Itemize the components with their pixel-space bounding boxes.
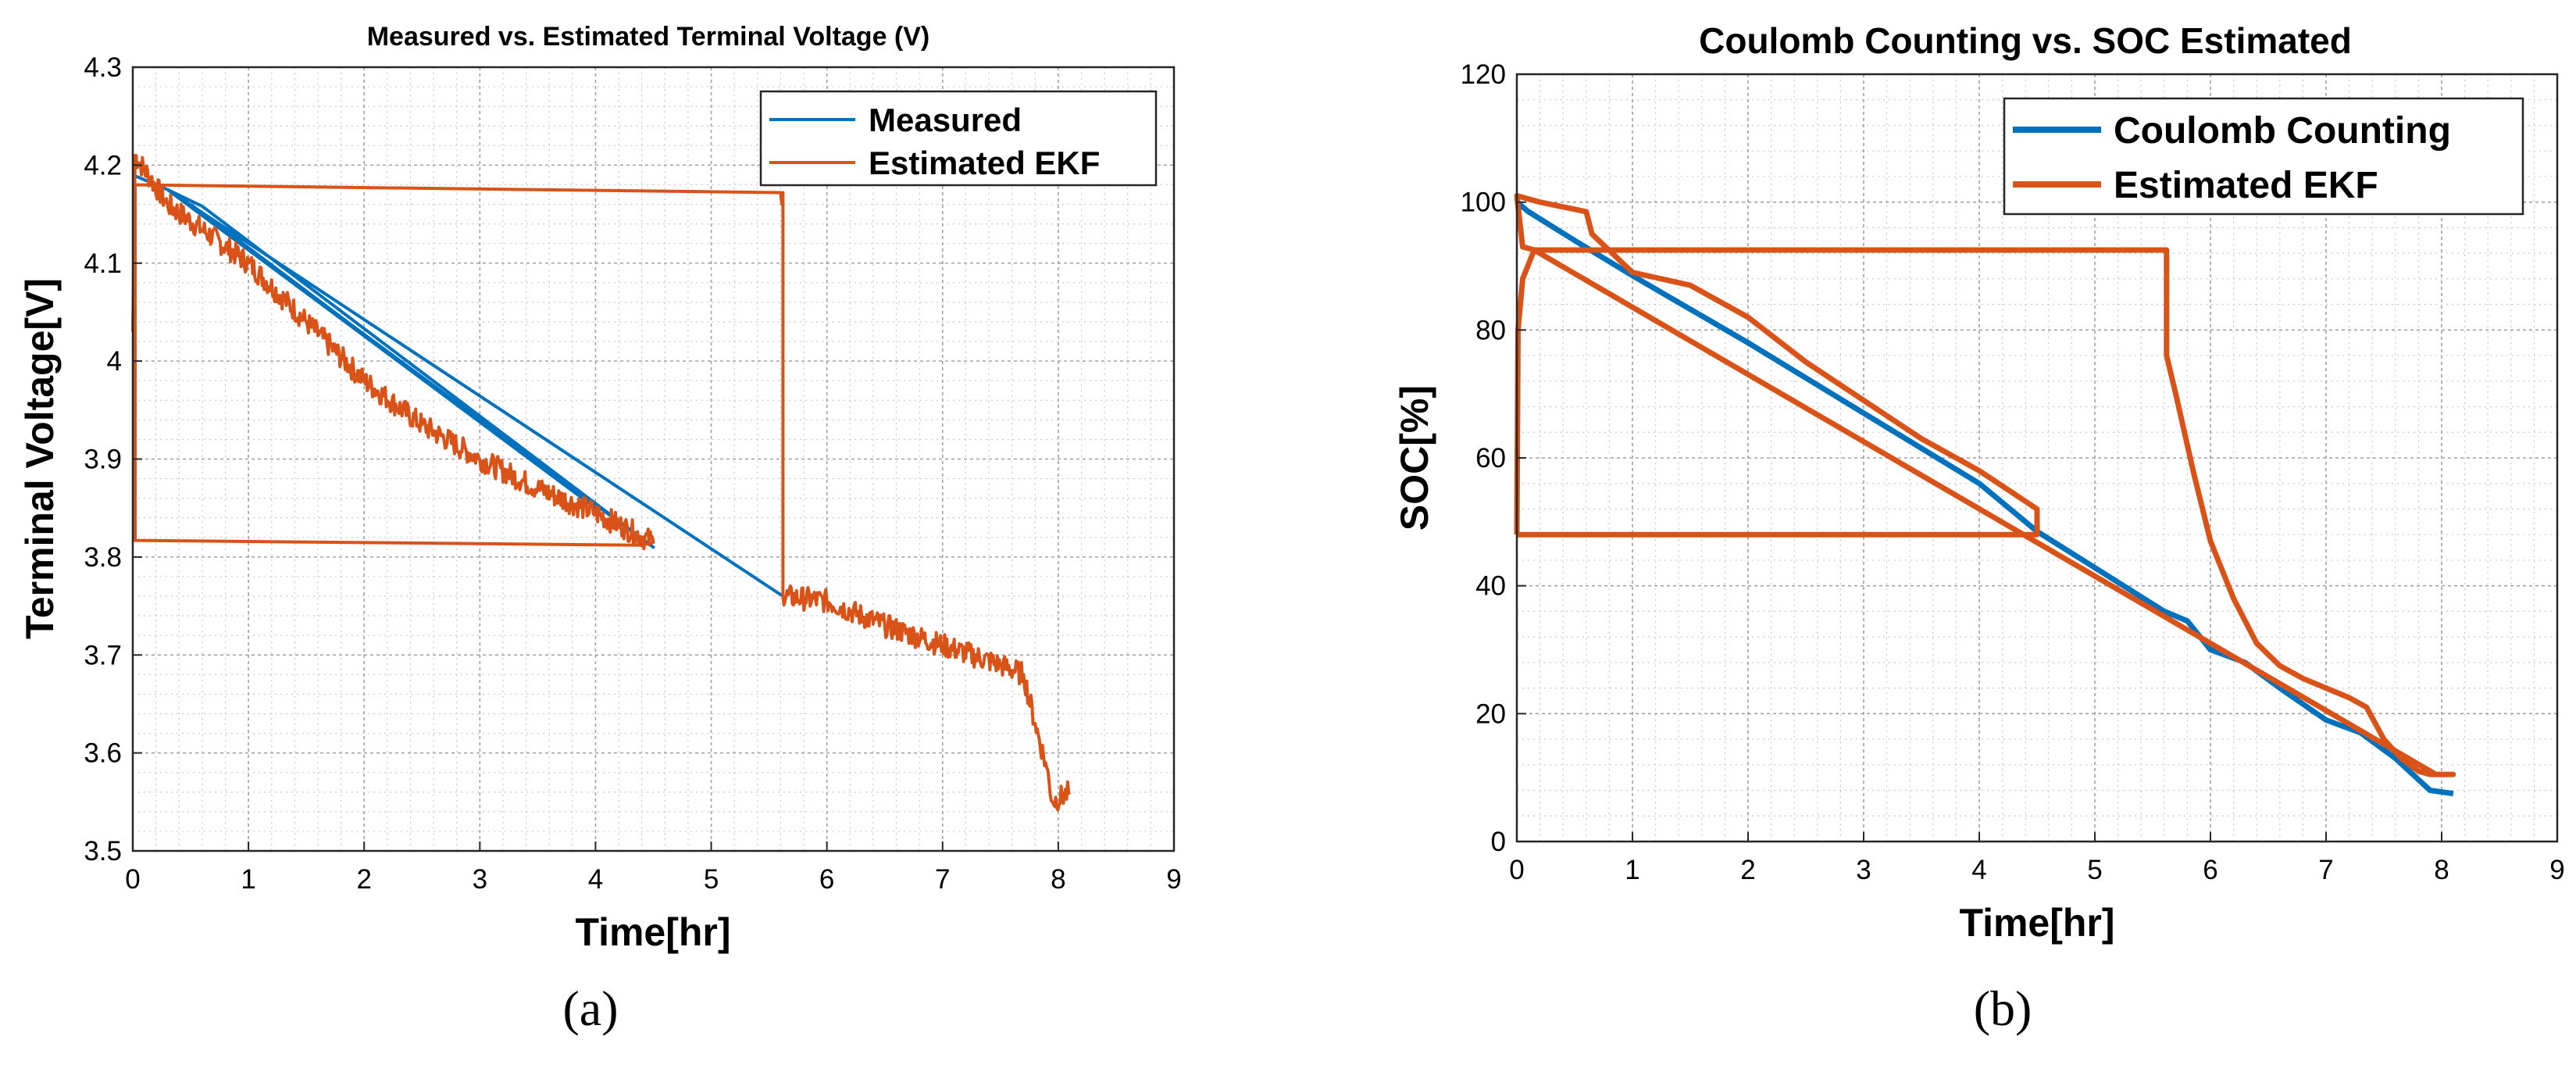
- series-line-estimated-ekf: [1514, 193, 2456, 777]
- chart-b-xlabel: Time[hr]: [1959, 901, 2114, 945]
- y-tick-label: 4: [107, 346, 122, 377]
- legend-b-ekf-label: Estimated EKF: [2114, 165, 2378, 206]
- y-tick-label: 3.9: [84, 445, 122, 475]
- chart-a-ticks: 0 1 2 3 4 5 6 7 8 9 3.5 3.6 3.7 3.8 3.9 4 4.1 4.2 4.3: [84, 52, 1181, 895]
- x-tick-label: 5: [2087, 855, 2102, 885]
- x-tick-label: 9: [1166, 864, 1181, 895]
- chart-a-title: Measured vs. Estimated Terminal Voltage …: [367, 22, 930, 52]
- x-tick-label: 8: [2434, 855, 2449, 885]
- x-tick-label: 2: [356, 864, 371, 895]
- x-tick-label: 9: [2549, 855, 2564, 885]
- y-tick-label: 40: [1475, 571, 1506, 602]
- y-tick-label: 4.1: [84, 248, 122, 279]
- panel-a-caption: (a): [562, 981, 618, 1036]
- y-tick-label: 4.3: [84, 52, 122, 83]
- chart-b-legend: Coulomb Counting Estimated EKF: [2003, 97, 2524, 216]
- x-tick-label: 8: [1051, 864, 1065, 895]
- x-tick-label: 2: [1740, 855, 1755, 885]
- series-line-measured: [132, 173, 785, 598]
- chart-a-series: [131, 153, 1072, 812]
- legend-b-coulomb-label: Coulomb Counting: [2114, 110, 2451, 152]
- x-tick-label: 7: [935, 864, 950, 895]
- x-tick-label: 3: [1856, 855, 1871, 885]
- soc-chart: Coulomb Counting vs. SOC Estimated 0 1 2 3 4…: [1393, 20, 2565, 1036]
- chart-b-series: [1514, 193, 2456, 797]
- y-tick-label: 120: [1461, 59, 1506, 90]
- y-tick-label: 100: [1461, 188, 1506, 218]
- legend-a-measured-label: Measured: [869, 102, 1022, 138]
- x-tick-label: 5: [704, 864, 719, 895]
- voltage-chart: Measured vs. Estimated Terminal Voltage …: [18, 22, 1182, 1036]
- panel-b-caption: (b): [1974, 981, 2032, 1036]
- series-line-estimated-ekf: [131, 153, 1072, 812]
- x-tick-label: 4: [1971, 855, 1986, 885]
- chart-b-title: Coulomb Counting vs. SOC Estimated: [1699, 20, 2352, 61]
- chart-b-ylabel: SOC[%]: [1393, 385, 1436, 531]
- y-tick-label: 3.6: [84, 738, 122, 769]
- y-tick-label: 20: [1475, 699, 1506, 729]
- chart-a-ylabel: Terminal Voltage[V]: [18, 278, 62, 639]
- x-tick-label: 4: [588, 864, 603, 895]
- y-tick-label: 60: [1475, 443, 1506, 474]
- y-tick-label: 3.7: [84, 640, 122, 670]
- legend-a-ekf-label: Estimated EKF: [869, 145, 1100, 181]
- chart-a-legend-box: [759, 90, 1158, 187]
- x-tick-label: 1: [241, 864, 255, 895]
- y-tick-label: 80: [1475, 315, 1506, 345]
- y-tick-label: 4.2: [84, 150, 122, 180]
- x-tick-label: 0: [125, 864, 140, 895]
- x-tick-label: 1: [1625, 855, 1639, 885]
- x-tick-label: 6: [2203, 855, 2217, 885]
- x-tick-label: 3: [473, 864, 487, 895]
- x-tick-label: 7: [2318, 855, 2333, 885]
- x-tick-label: 6: [819, 864, 834, 895]
- chart-a-xlabel: Time[hr]: [575, 910, 730, 954]
- y-tick-label: 3.8: [84, 542, 122, 573]
- chart-a-legend: Measured Estimated EKF: [759, 90, 1158, 187]
- chart-b-legend-box: [2003, 97, 2524, 216]
- y-tick-label: 3.5: [84, 836, 122, 867]
- chart-b-ticks: 0 1 2 3 4 5 6 7 8 9 0 20 40 60 80 100 120: [1461, 59, 2565, 885]
- y-tick-label: 0: [1491, 827, 1506, 857]
- x-tick-label: 0: [1509, 855, 1524, 885]
